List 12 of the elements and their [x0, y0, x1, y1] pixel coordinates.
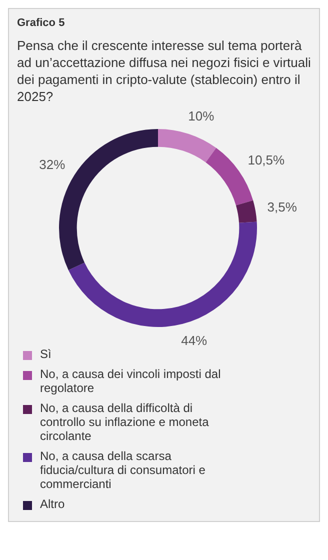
- data-label: 10%: [188, 108, 215, 124]
- legend-label: Sì: [40, 347, 52, 361]
- legend-label: Altro: [40, 497, 66, 511]
- legend-label: No, a causa della scarsa fiducia/cultura di consumatori e commercianti: [40, 449, 206, 491]
- chart-subtitle: Grafico 5: [17, 17, 66, 29]
- chart-title: Pensa che il crescente interesse sul tema porterà ad un’accettazione diffusa nei negozi fisici e virtuali dei pagamenti in cripto-valute (stablecoin) entro il 2025?: [17, 37, 311, 105]
- data-label: 32%: [39, 156, 66, 172]
- data-label: 10,5%: [248, 152, 286, 168]
- legend-label: No, a causa della difficoltà di controllo su inflazione e moneta circolante: [40, 401, 210, 443]
- legend-label: No, a causa dei vincoli imposti dal regolatore: [40, 367, 222, 395]
- data-label: 44%: [181, 332, 208, 348]
- data-label: 3,5%: [267, 199, 298, 214]
